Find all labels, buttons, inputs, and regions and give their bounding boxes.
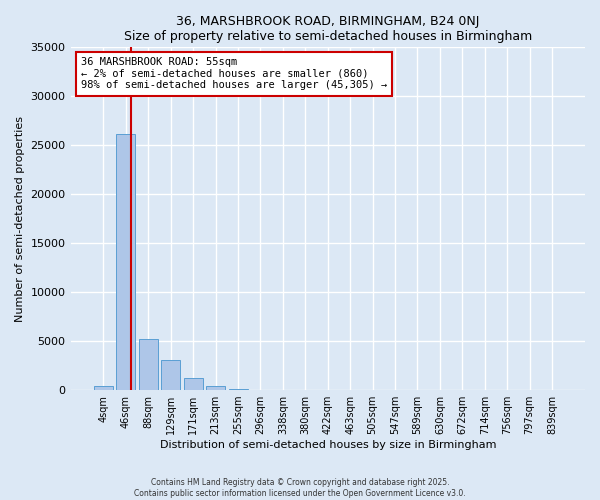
Title: 36, MARSHBROOK ROAD, BIRMINGHAM, B24 0NJ
Size of property relative to semi-detac: 36, MARSHBROOK ROAD, BIRMINGHAM, B24 0NJ… (124, 15, 532, 43)
Text: 36 MARSHBROOK ROAD: 55sqm
← 2% of semi-detached houses are smaller (860)
98% of : 36 MARSHBROOK ROAD: 55sqm ← 2% of semi-d… (81, 57, 387, 90)
Y-axis label: Number of semi-detached properties: Number of semi-detached properties (15, 116, 25, 322)
Bar (229, 389, 248, 390)
Bar (206, 386, 225, 390)
Bar (116, 134, 136, 390)
Bar (139, 339, 158, 390)
Bar (184, 378, 203, 390)
Bar (94, 386, 113, 390)
Bar (161, 360, 180, 390)
Text: Contains HM Land Registry data © Crown copyright and database right 2025.
Contai: Contains HM Land Registry data © Crown c… (134, 478, 466, 498)
X-axis label: Distribution of semi-detached houses by size in Birmingham: Distribution of semi-detached houses by … (160, 440, 496, 450)
